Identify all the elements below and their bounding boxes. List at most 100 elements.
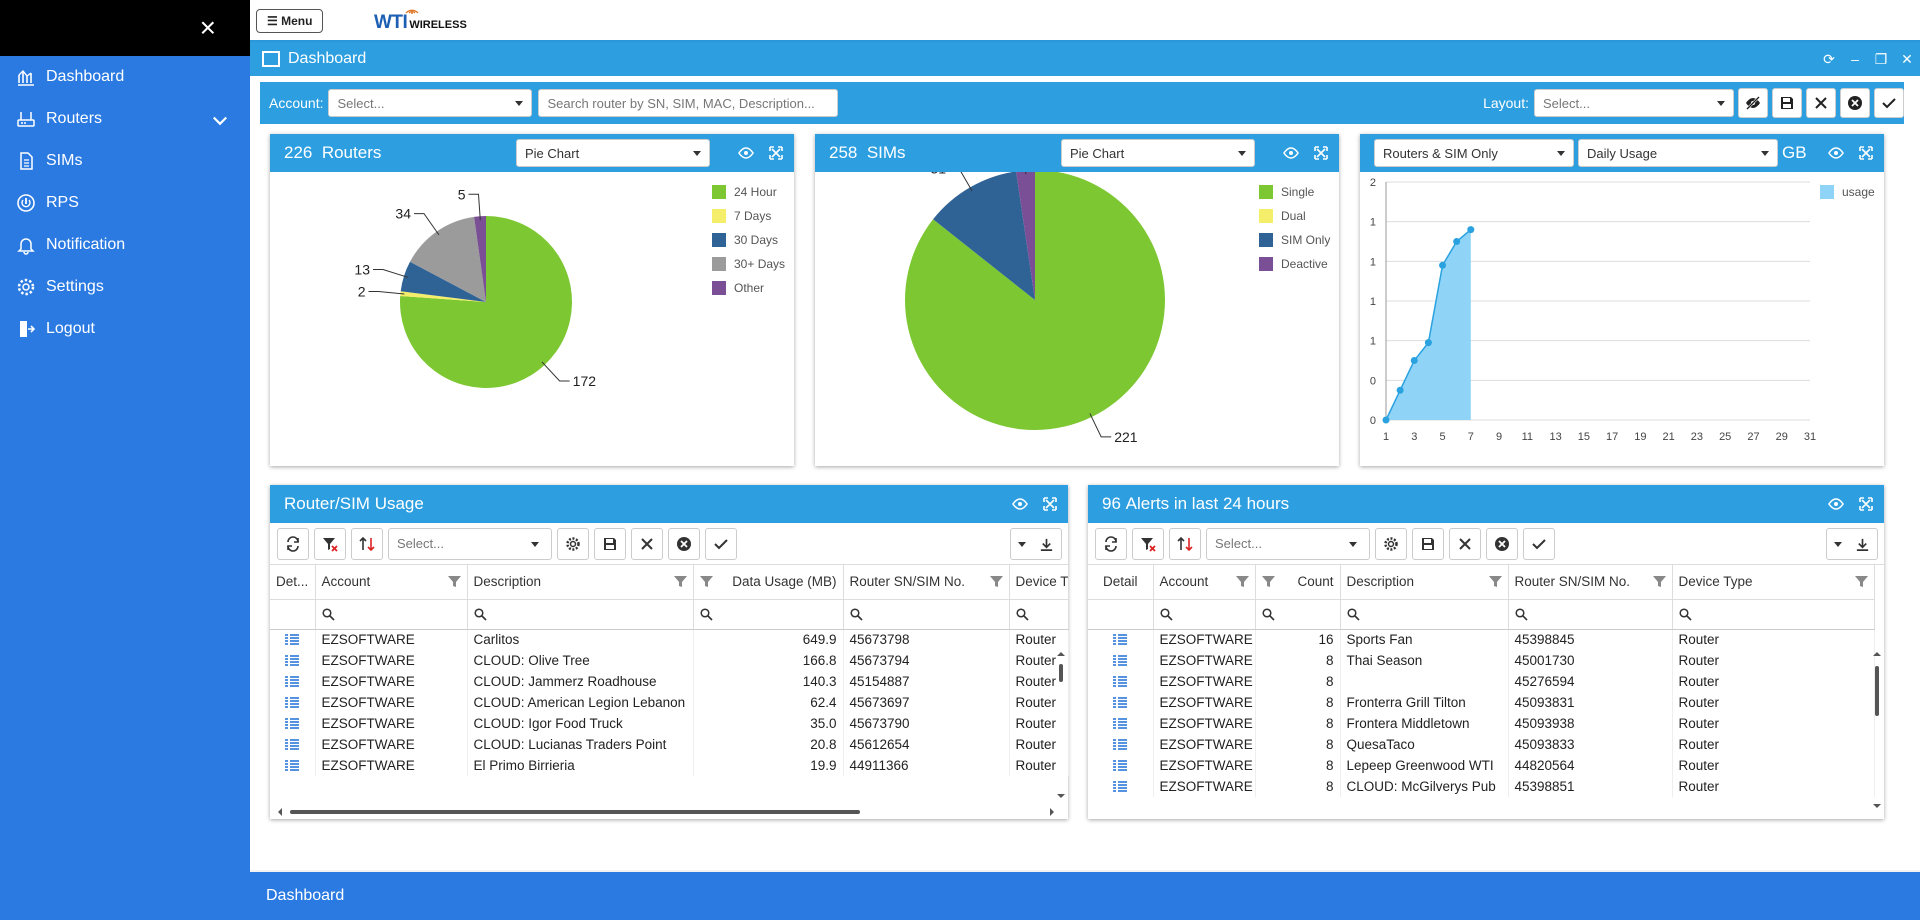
refresh-button[interactable] xyxy=(277,527,309,560)
detail-cell[interactable] xyxy=(1088,713,1154,734)
save-layout-button[interactable] xyxy=(1772,88,1802,118)
table-row[interactable]: EZSOFTWARE 8 CLOUD: McGilverys Pub 45398851… xyxy=(1088,776,1875,797)
legend-item[interactable]: 30 Days xyxy=(712,228,785,252)
detail-cell[interactable] xyxy=(270,692,316,713)
column-header[interactable]: Description xyxy=(467,565,694,600)
column-header[interactable]: Device Type xyxy=(1009,565,1069,600)
filter-cell[interactable] xyxy=(843,599,1010,630)
table-row[interactable]: EZSOFTWARE 16 Sports Fan 45398845 Router xyxy=(1088,629,1875,650)
pie-slice[interactable] xyxy=(933,171,1035,300)
chevron-down-icon[interactable] xyxy=(210,110,230,130)
detail-cell[interactable] xyxy=(270,734,316,755)
detail-cell[interactable] xyxy=(270,650,316,671)
pie-slice[interactable] xyxy=(1016,170,1035,300)
legend-item[interactable]: Single xyxy=(1259,180,1330,204)
detail-cell[interactable] xyxy=(1088,692,1154,713)
pie-slice[interactable] xyxy=(400,261,486,302)
clear-button[interactable] xyxy=(1449,527,1481,560)
filter-cell[interactable] xyxy=(693,599,844,630)
detail-list-icon[interactable] xyxy=(285,759,300,772)
detail-cell[interactable] xyxy=(1088,629,1154,650)
clear-button[interactable] xyxy=(1806,88,1836,118)
sort-button[interactable] xyxy=(351,527,383,560)
filter-icon[interactable] xyxy=(1261,575,1275,588)
filter-icon[interactable] xyxy=(1235,575,1249,588)
table-row[interactable]: EZSOFTWARE Carlitos 649.9 45673798 Router xyxy=(270,629,1069,650)
legend-item[interactable]: usage xyxy=(1820,180,1875,204)
cancel-button[interactable] xyxy=(1840,88,1870,118)
column-header[interactable]: Router SN/SIM No. xyxy=(1508,565,1673,600)
detail-list-icon[interactable] xyxy=(285,717,300,730)
detail-cell[interactable] xyxy=(1088,734,1154,755)
account-select[interactable]: Select... xyxy=(328,89,533,117)
legend-item[interactable]: Other xyxy=(712,276,785,300)
table-row[interactable]: EZSOFTWARE 8 Lepeep Greenwood WTI 44820564 R… xyxy=(1088,755,1875,776)
settings-button[interactable] xyxy=(1375,527,1407,560)
detail-cell[interactable] xyxy=(1088,650,1154,671)
filter-cell[interactable] xyxy=(1340,599,1509,630)
close-icon[interactable]: × xyxy=(199,12,216,43)
filter-icon[interactable] xyxy=(447,575,461,588)
filter-icon[interactable] xyxy=(1652,575,1666,588)
data-point[interactable] xyxy=(1382,416,1390,424)
expand-icon[interactable] xyxy=(768,145,784,161)
maximize-icon[interactable]: ❐ xyxy=(1874,50,1888,67)
save-button[interactable] xyxy=(1412,527,1444,560)
sidebar-item-logout[interactable]: Logout xyxy=(0,308,250,350)
apply-button[interactable] xyxy=(705,527,737,560)
detail-list-icon[interactable] xyxy=(1113,654,1128,667)
detail-list-icon[interactable] xyxy=(1113,634,1128,646)
cancel-button[interactable] xyxy=(668,527,700,560)
sidebar-item-settings[interactable]: Settings xyxy=(0,266,250,308)
sort-button[interactable] xyxy=(1169,527,1201,560)
data-point[interactable] xyxy=(1453,238,1461,245)
filter-cell[interactable] xyxy=(1153,599,1256,630)
usage-grid-select[interactable]: Select... xyxy=(388,527,552,560)
column-header[interactable]: Det... xyxy=(270,565,316,600)
table-row[interactable]: EZSOFTWARE 8 Frontera Middletown 45093938 Ro… xyxy=(1088,713,1875,734)
menu-button[interactable]: ☰ Menu xyxy=(256,9,324,33)
eye-icon[interactable] xyxy=(1828,145,1844,161)
refresh-icon[interactable]: ⟳ xyxy=(1823,50,1835,67)
legend-item[interactable]: 24 Hour xyxy=(712,180,785,204)
clear-button[interactable] xyxy=(631,527,663,560)
column-header[interactable]: Data Usage (MB) xyxy=(693,565,844,600)
horizontal-scrollbar[interactable] xyxy=(276,807,1056,817)
usage-period-select[interactable]: Daily Usage xyxy=(1578,139,1778,167)
filter-icon[interactable] xyxy=(1854,575,1868,588)
table-row[interactable]: EZSOFTWARE CLOUD: Jammerz Roadhouse 140.3 4… xyxy=(270,671,1069,692)
detail-cell[interactable] xyxy=(270,629,316,650)
sims-chart-type-select[interactable]: Pie Chart xyxy=(1061,139,1255,167)
close-icon[interactable]: ✕ xyxy=(1901,50,1913,67)
detail-cell[interactable] xyxy=(270,671,316,692)
detail-list-icon[interactable] xyxy=(285,738,300,751)
data-point[interactable] xyxy=(1467,226,1475,234)
column-header[interactable]: Device Type xyxy=(1672,565,1875,600)
eye-icon[interactable] xyxy=(1828,496,1844,512)
column-header[interactable]: Count xyxy=(1255,565,1341,600)
detail-list-icon[interactable] xyxy=(1113,759,1128,772)
detail-cell[interactable] xyxy=(1088,671,1154,692)
sidebar-item-notification[interactable]: Notification xyxy=(0,224,250,266)
filter-icon[interactable] xyxy=(989,575,1003,588)
detail-list-icon[interactable] xyxy=(1113,675,1128,688)
table-row[interactable]: EZSOFTWARE El Primo Birrieria 19.9 44911366… xyxy=(270,755,1069,776)
expand-icon[interactable] xyxy=(1313,145,1329,161)
detail-cell[interactable] xyxy=(270,755,316,776)
search-input[interactable]: Search router by SN, SIM, MAC, Descripti… xyxy=(538,89,839,117)
legend-item[interactable]: Deactive xyxy=(1259,252,1330,276)
expand-icon[interactable] xyxy=(1042,496,1058,512)
detail-list-icon[interactable] xyxy=(1113,780,1128,793)
pie-slice[interactable] xyxy=(400,291,486,302)
table-row[interactable]: EZSOFTWARE CLOUD: Lucianas Traders Point 2… xyxy=(270,734,1069,755)
clear-filter-button[interactable] xyxy=(1132,527,1164,560)
table-row[interactable]: EZSOFTWARE CLOUD: Olive Tree 166.8 45673794… xyxy=(270,650,1069,671)
export-button[interactable] xyxy=(1826,528,1878,560)
legend-item[interactable]: 7 Days xyxy=(712,204,785,228)
sidebar-item-routers[interactable]: Routers xyxy=(0,98,250,140)
export-button[interactable] xyxy=(1010,528,1062,560)
table-row[interactable]: EZSOFTWARE CLOUD: American Legion Lebanon… xyxy=(270,692,1069,713)
sidebar-item-dashboard[interactable]: Dashboard xyxy=(0,56,250,98)
detail-cell[interactable] xyxy=(1088,755,1154,776)
apply-button[interactable] xyxy=(1523,527,1555,560)
